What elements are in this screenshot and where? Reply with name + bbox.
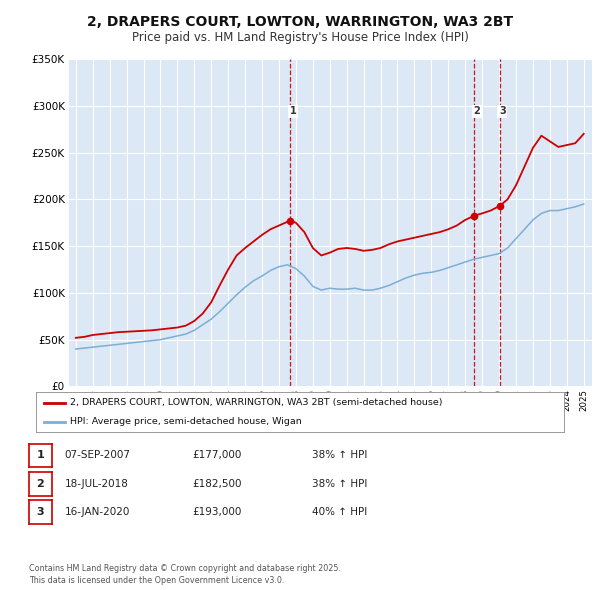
Text: 38% ↑ HPI: 38% ↑ HPI: [312, 451, 367, 460]
Text: 16-JAN-2020: 16-JAN-2020: [65, 507, 130, 517]
Text: 2, DRAPERS COURT, LOWTON, WARRINGTON, WA3 2BT (semi-detached house): 2, DRAPERS COURT, LOWTON, WARRINGTON, WA…: [70, 398, 443, 408]
Text: 2: 2: [37, 479, 44, 489]
Text: £182,500: £182,500: [192, 479, 241, 489]
Text: 3: 3: [499, 106, 506, 116]
Text: £177,000: £177,000: [192, 451, 241, 460]
Text: £193,000: £193,000: [192, 507, 241, 517]
Text: Contains HM Land Registry data © Crown copyright and database right 2025.
This d: Contains HM Land Registry data © Crown c…: [29, 565, 341, 585]
Text: 1: 1: [37, 451, 44, 460]
Text: 2, DRAPERS COURT, LOWTON, WARRINGTON, WA3 2BT: 2, DRAPERS COURT, LOWTON, WARRINGTON, WA…: [87, 15, 513, 29]
Text: HPI: Average price, semi-detached house, Wigan: HPI: Average price, semi-detached house,…: [70, 417, 302, 427]
Text: 3: 3: [37, 507, 44, 517]
Text: 07-SEP-2007: 07-SEP-2007: [65, 451, 131, 460]
Text: 38% ↑ HPI: 38% ↑ HPI: [312, 479, 367, 489]
Text: 18-JUL-2018: 18-JUL-2018: [65, 479, 128, 489]
Text: 1: 1: [290, 106, 296, 116]
Text: Price paid vs. HM Land Registry's House Price Index (HPI): Price paid vs. HM Land Registry's House …: [131, 31, 469, 44]
Text: 2: 2: [473, 106, 480, 116]
Text: 40% ↑ HPI: 40% ↑ HPI: [312, 507, 367, 517]
